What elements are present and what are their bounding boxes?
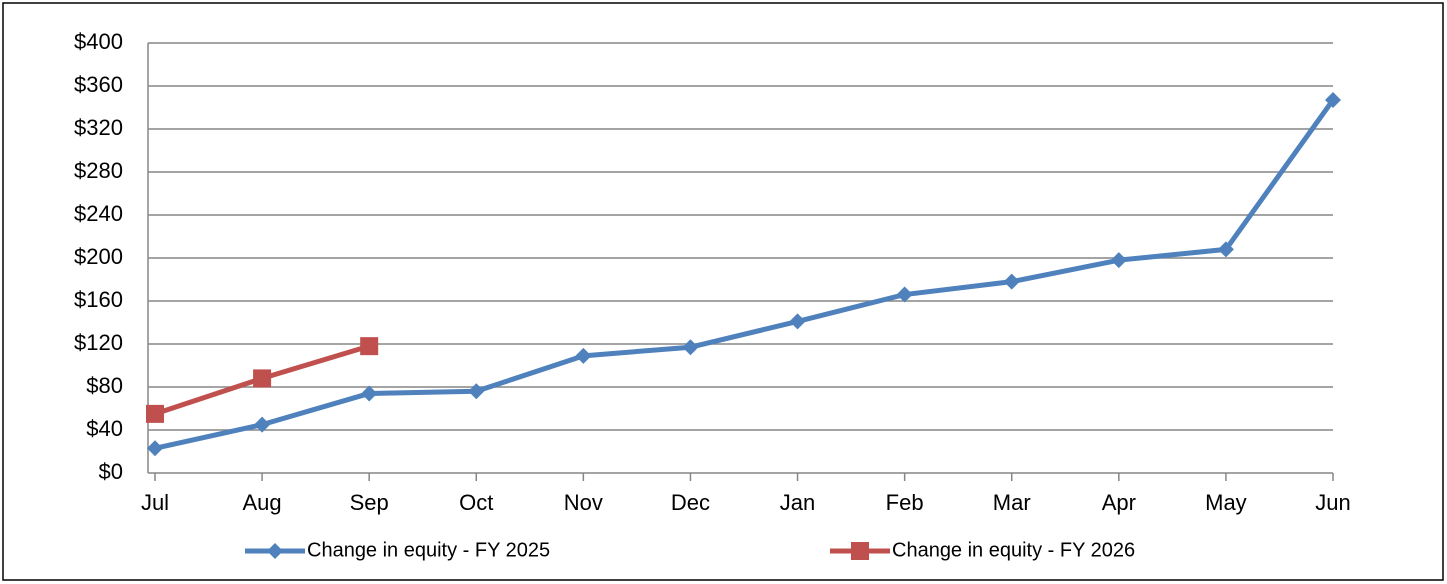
legend-label: Change in equity - FY 2025 [307,539,550,561]
x-tick-label: Feb [886,490,924,515]
marker [253,369,272,388]
marker [468,383,485,400]
marker [361,385,378,402]
y-tick-label: $400 [74,29,123,54]
marker [896,286,913,303]
legend-marker [851,542,869,560]
x-tick-label: Sep [350,490,389,515]
y-tick-label: $40 [86,416,123,441]
x-tick-label: Jul [141,490,169,515]
y-tick-label: $0 [99,459,123,484]
x-tick-label: Jan [780,490,815,515]
y-tick-label: $160 [74,287,123,312]
y-tick-label: $280 [74,158,123,183]
marker [1217,241,1234,258]
x-tick-label: Nov [564,490,603,515]
marker [1110,252,1127,269]
marker [1325,91,1341,108]
x-tick-label: Apr [1102,490,1136,515]
y-tick-label: $120 [74,330,123,355]
series-line [154,98,1336,451]
marker [360,337,379,356]
marker [146,404,164,423]
y-tick-label: $360 [74,72,123,97]
y-tick-label: $80 [86,373,123,398]
x-tick-label: Dec [671,490,710,515]
x-tick-label: Aug [243,490,282,515]
marker [254,416,271,433]
x-tick-label: Mar [993,490,1031,515]
x-tick-label: Oct [459,490,493,515]
marker [1003,273,1020,290]
marker [682,339,699,356]
marker [789,313,806,330]
legend-label: Change in equity - FY 2026 [892,539,1135,561]
y-tick-label: $200 [74,244,123,269]
y-tick-label: $240 [74,201,123,226]
x-tick-label: Jun [1315,490,1350,515]
x-tick-label: May [1205,490,1247,515]
legend-marker [267,543,283,559]
marker [575,347,592,364]
marker [147,440,163,457]
y-tick-label: $320 [74,115,123,140]
